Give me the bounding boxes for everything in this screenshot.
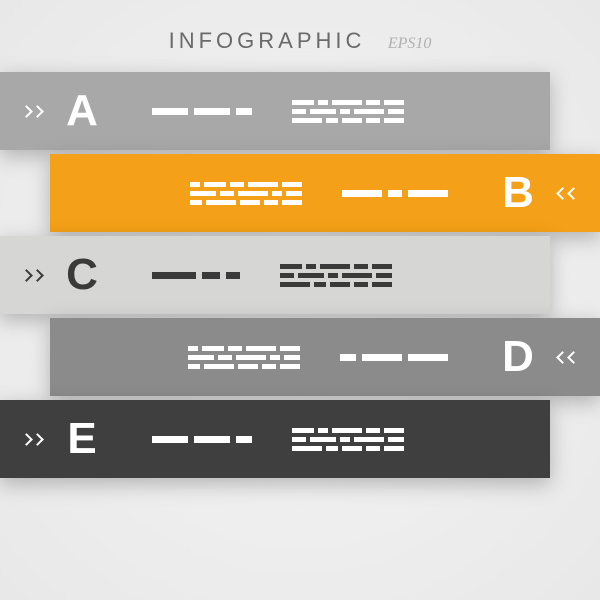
text-placeholder	[188, 346, 300, 369]
bar-letter-a: A	[42, 86, 122, 136]
header-subtitle: EPS10	[388, 35, 432, 53]
bar-letter-b: B	[478, 168, 558, 218]
bar-letter-e: E	[42, 414, 122, 464]
bar-a: A	[0, 72, 550, 150]
dash-group	[342, 190, 448, 197]
chevron-right-icon	[22, 435, 42, 444]
bar-letter-d: D	[478, 332, 558, 382]
bar-d: D	[50, 318, 600, 396]
text-placeholder	[292, 100, 404, 123]
chevron-right-icon	[22, 107, 42, 116]
chevron-right-icon	[22, 271, 42, 280]
bar-content	[122, 100, 550, 123]
bar-b: B	[50, 154, 600, 232]
bar-content	[122, 264, 550, 287]
text-placeholder	[190, 182, 302, 205]
dash-group	[340, 354, 448, 361]
dash-group	[152, 272, 240, 279]
bar-e: E	[0, 400, 550, 478]
bar-content	[50, 346, 478, 369]
bar-letter-c: C	[42, 250, 122, 300]
chevron-left-icon	[558, 189, 578, 198]
dash-group	[152, 108, 252, 115]
header: INFOGRAPHIC EPS10	[0, 0, 600, 64]
bar-content	[122, 428, 550, 451]
text-placeholder	[292, 428, 404, 451]
dash-group	[152, 436, 252, 443]
text-placeholder	[280, 264, 392, 287]
bar-c: C	[0, 236, 550, 314]
bar-content	[50, 182, 478, 205]
header-title: INFOGRAPHIC	[169, 28, 366, 54]
bars-container: A B C D E	[0, 72, 600, 478]
chevron-left-icon	[558, 353, 578, 362]
